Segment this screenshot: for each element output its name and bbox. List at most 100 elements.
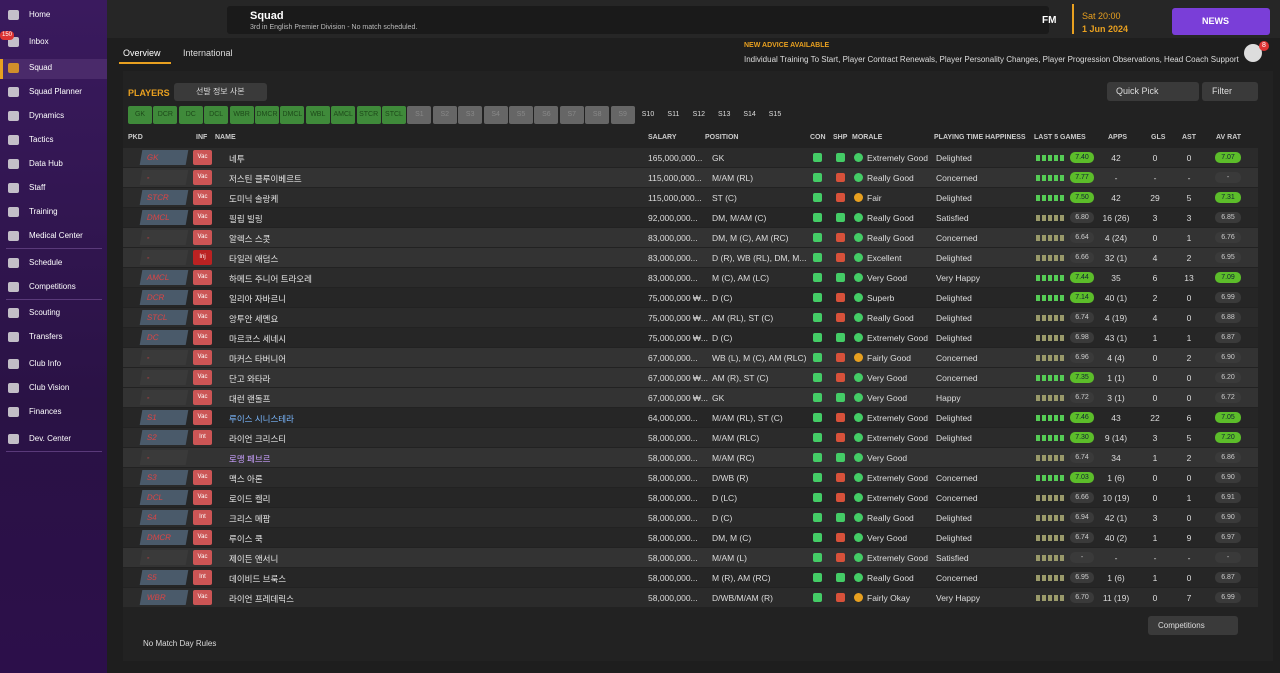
table-row[interactable] [123,368,1258,387]
pkd-box[interactable]: - [139,230,189,245]
nav-item[interactable]: Tactics [29,135,54,144]
pkd-box[interactable]: - [139,350,189,365]
table-row[interactable] [123,188,1258,207]
player-name[interactable]: 대런 랜돌프 [229,394,271,404]
table-row[interactable] [123,168,1258,187]
player-name[interactable]: 맥스 아론 [229,474,263,484]
nav-item[interactable]: Training [29,207,58,216]
table-row[interactable] [123,508,1258,527]
pkd-box[interactable]: - [139,250,189,265]
nav-item[interactable]: Transfers [29,332,63,341]
player-name[interactable]: 단고 와타라 [229,374,271,384]
pkd-box[interactable]: DCR [139,290,189,305]
table-row[interactable] [123,568,1258,587]
slot-button[interactable]: AMCL [331,106,356,124]
slot-button[interactable]: STCL [382,106,406,124]
table-row[interactable] [123,388,1258,407]
pkd-box[interactable]: - [139,370,189,385]
pkd-box[interactable]: S1 [139,410,189,425]
news-button[interactable]: NEWS [1172,8,1270,35]
avatar[interactable] [1244,44,1262,62]
pkd-box[interactable]: AMCL [139,270,189,285]
table-row[interactable] [123,588,1258,607]
column-header[interactable]: MORALE [852,134,883,141]
slot-button[interactable]: S2 [432,106,457,124]
player-name[interactable]: 앙투안 세멘요 [229,314,279,324]
table-row[interactable] [123,268,1258,287]
slot-button[interactable]: S4 [483,106,508,124]
nav-item[interactable]: Inbox [29,37,49,46]
pkd-box[interactable]: - [139,550,189,565]
table-row[interactable] [123,408,1258,427]
player-name[interactable]: 도미닉 솔랑케 [229,194,279,204]
slot-button[interactable]: DMCL [280,106,305,124]
slot-button[interactable]: DC [178,106,203,124]
table-row[interactable] [123,308,1258,327]
slot-button[interactable]: S3 [458,106,483,124]
slot-button[interactable]: S15 [768,111,782,118]
tab[interactable]: Overview [123,48,161,58]
column-header[interactable]: POSITION [705,134,739,141]
fm-logo[interactable]: FM [1042,15,1057,26]
nav-item[interactable]: Squad Planner [29,87,82,96]
column-header[interactable]: PKD [128,134,143,141]
slot-button[interactable]: S5 [509,106,533,124]
player-name[interactable]: 데이비드 브룩스 [229,574,287,584]
column-header[interactable]: GLS [1151,134,1166,141]
player-name[interactable]: 제이든 앤서니 [229,554,279,564]
table-row[interactable] [123,328,1258,347]
table-row[interactable] [123,288,1258,307]
column-header[interactable]: AV RAT [1216,134,1242,141]
slot-button[interactable]: S10 [641,111,655,118]
slot-button[interactable]: DMCR [255,106,279,124]
nav-item[interactable]: Club Vision [29,383,70,392]
column-header[interactable]: LAST 5 GAMES [1034,134,1086,141]
date-box[interactable] [1072,4,1167,34]
column-header[interactable]: SHP [833,134,848,141]
pkd-box[interactable]: S2 [139,430,189,445]
player-name[interactable]: 라이언 프레데릭스 [229,594,294,604]
player-name[interactable]: 라이언 크리스티 [229,434,287,444]
table-row[interactable] [123,228,1258,247]
player-name[interactable]: 로이드 켈리 [229,494,271,504]
column-header[interactable]: AST [1182,134,1196,141]
pkd-box[interactable]: S5 [139,570,189,585]
column-header[interactable]: SALARY [648,134,677,141]
pkd-box[interactable]: - [139,390,189,405]
nav-item[interactable]: Data Hub [29,159,63,168]
player-name[interactable]: 크리스 메팜 [229,514,271,524]
slot-button[interactable]: STCR [356,106,381,124]
column-header[interactable]: PLAYING TIME HAPPINESS [934,134,1026,141]
column-header[interactable]: NAME [215,134,236,141]
table-row[interactable] [123,548,1258,567]
table-row[interactable] [123,528,1258,547]
pkd-box[interactable]: DCL [139,490,189,505]
player-name[interactable]: 필립 빌링 [229,214,263,224]
slot-button[interactable]: S13 [717,111,731,118]
slot-button[interactable]: S1 [407,106,432,124]
quick-pick[interactable]: Quick Pick [1107,82,1199,101]
slot-button[interactable]: S11 [667,111,680,118]
player-name[interactable]: 로맹 페브르 [229,454,271,464]
slot-button[interactable]: S8 [585,106,610,124]
column-header[interactable]: INF [196,134,208,141]
slot-button[interactable]: S12 [692,111,706,118]
pkd-box[interactable]: - [139,450,189,465]
pkd-box[interactable]: S4 [139,510,189,525]
nav-item[interactable]: Competitions [29,282,76,291]
table-row[interactable] [123,208,1258,227]
pkd-box[interactable]: DMCL [139,210,189,225]
table-row[interactable] [123,468,1258,487]
nav-item[interactable]: Club Info [29,359,62,368]
tab[interactable]: International [183,48,233,58]
slot-button[interactable]: GK [128,106,152,124]
slot-button[interactable]: WBL [305,106,330,124]
player-name[interactable]: 일리아 자바르니 [229,294,287,304]
table-row[interactable] [123,428,1258,447]
player-name[interactable]: 하메드 주니어 트라오레 [229,274,312,284]
player-name[interactable]: 마르코스 세네시 [229,334,287,344]
slot-button[interactable]: DCL [204,106,229,124]
nav-item[interactable]: Scouting [29,308,61,317]
filter[interactable]: Filter [1202,82,1258,101]
slot-button[interactable]: S9 [610,106,635,124]
